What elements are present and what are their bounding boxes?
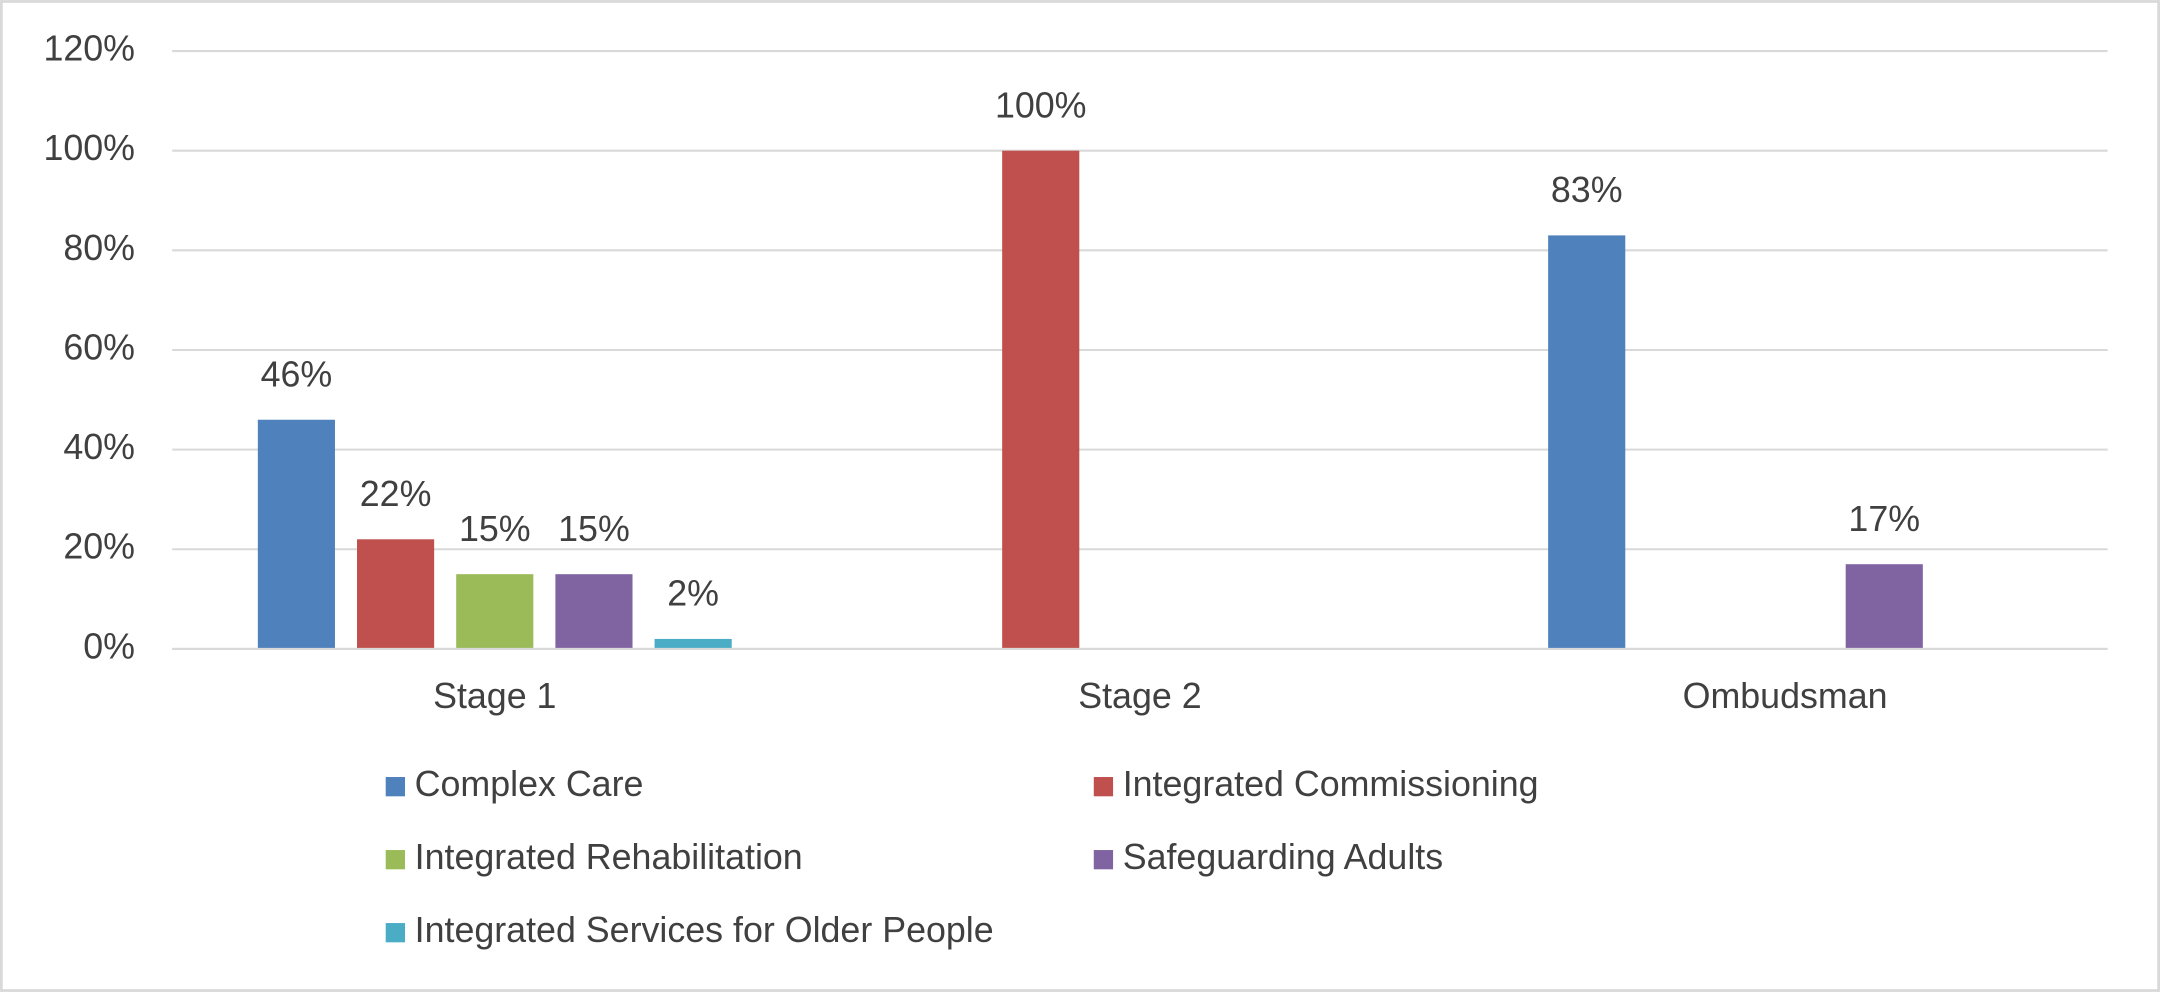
data-label: 46% [261, 354, 333, 394]
y-tick-label: 40% [63, 427, 135, 467]
data-label: 17% [1848, 499, 1920, 539]
data-label: 15% [459, 509, 531, 549]
data-label: 22% [360, 474, 432, 514]
y-tick-label: 80% [63, 228, 135, 268]
legend-swatch [1093, 850, 1114, 870]
legend-swatch [385, 777, 405, 797]
y-tick-label: 60% [63, 327, 135, 367]
bar [1548, 235, 1626, 649]
legend-label: Safeguarding Adults [1123, 837, 1443, 877]
bar [257, 419, 335, 649]
x-tick-label: Ombudsman [1683, 676, 1888, 716]
y-tick-label: 20% [63, 527, 135, 567]
y-tick-label: 120% [43, 29, 135, 69]
legend-label: Complex Care [415, 764, 644, 804]
bar [654, 638, 732, 649]
legend-label: Integrated Rehabilitation [415, 837, 803, 877]
legend-swatch [1093, 777, 1114, 797]
legend-label: Integrated Commissioning [1123, 764, 1539, 804]
legend-swatch [385, 923, 405, 943]
legend-label: Integrated Services for Older People [415, 910, 994, 950]
data-label: 83% [1551, 170, 1623, 210]
y-tick-label: 0% [83, 626, 135, 666]
data-label: 2% [667, 574, 719, 614]
bar [555, 574, 633, 649]
y-tick-label: 100% [43, 128, 135, 168]
x-tick-label: Stage 2 [1078, 676, 1201, 716]
bar [456, 574, 534, 649]
data-label: 100% [995, 85, 1087, 125]
data-label: 15% [558, 509, 630, 549]
bar [1845, 564, 1923, 649]
x-tick-label: Stage 1 [433, 676, 556, 716]
bar [1002, 150, 1080, 649]
legend-swatch [385, 850, 405, 870]
bar [357, 539, 435, 649]
